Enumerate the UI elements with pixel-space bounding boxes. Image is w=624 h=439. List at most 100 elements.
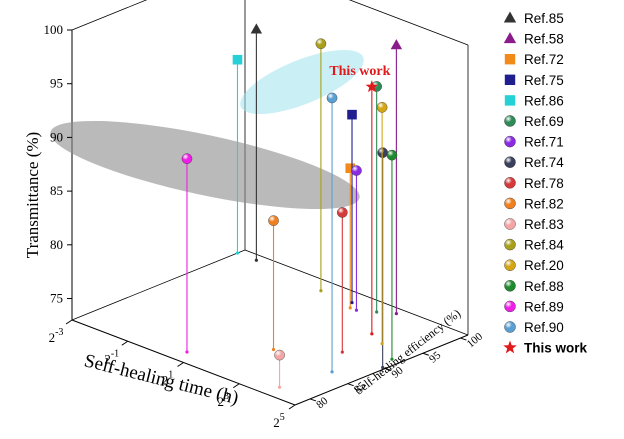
series-ref-85: [250, 23, 263, 262]
legend-label: Ref.86: [524, 93, 564, 108]
gray-ellipse: [50, 120, 360, 210]
z-tick: [309, 398, 317, 402]
series-this-work: [365, 80, 379, 336]
legend-swatch: [504, 197, 516, 210]
z-tick-label: 80: [314, 395, 331, 412]
drop-base: [354, 308, 359, 312]
z-axis-line: [294, 334, 469, 406]
data-point: [250, 23, 263, 34]
legend-label: Ref.78: [524, 176, 564, 191]
data-point: [337, 207, 348, 218]
x-tick-label: 2-3: [49, 327, 64, 345]
data-point: [268, 215, 279, 226]
x-tick: [288, 404, 296, 410]
legend-entry: Ref.69: [504, 114, 564, 129]
series-ref-88: [386, 149, 398, 361]
legend-label: Ref.90: [524, 320, 564, 335]
legend-entry: Ref.90: [504, 320, 564, 335]
legend-swatch: [504, 156, 516, 168]
legend-label: Ref.84: [524, 238, 564, 253]
data-point: [365, 80, 379, 93]
legend-entry: This work: [503, 340, 588, 356]
drop-base: [330, 370, 334, 374]
x-tick-label: 23: [218, 391, 230, 409]
data-point: [345, 163, 356, 174]
legend-swatch: [503, 340, 517, 354]
series-ref-82: [268, 215, 279, 352]
legend-label: Ref.75: [524, 73, 564, 88]
legend-entry: Ref.72: [504, 52, 564, 67]
legend-swatch: [504, 238, 516, 251]
legend-entry: Ref.78: [504, 176, 564, 191]
drop-base: [394, 312, 398, 316]
series-ref-78: [337, 207, 348, 354]
data-point: [386, 149, 398, 161]
legend-entry: Ref.74: [504, 155, 564, 170]
drop-base: [381, 365, 385, 370]
cyan-ellipse: [240, 49, 364, 115]
series-ref-72: [345, 163, 356, 310]
drop-base: [271, 347, 276, 352]
series-ref-90: [326, 92, 338, 374]
legend-entry: Ref.82: [504, 196, 564, 211]
x-tick: [177, 362, 184, 367]
legend-swatch: [504, 177, 516, 189]
legend-entry: Ref.83: [504, 217, 564, 232]
legend-swatch: [504, 259, 516, 271]
this-work-annotation: This work: [329, 64, 390, 79]
legend-swatch: [503, 32, 517, 44]
legend-entry: Ref.75: [504, 73, 564, 88]
legend-swatch: [504, 74, 516, 85]
x-tick-label: 21: [162, 370, 174, 388]
top-left-edge: [71, 0, 148, 31]
data-point: [390, 39, 403, 50]
legend-entry: Ref.88: [504, 279, 564, 294]
data-point: [274, 349, 285, 361]
z-tick-label: 95: [427, 349, 444, 366]
axis-titles: Transmittance (%) Self-healing time (h) …: [23, 64, 463, 409]
series-ref-69: [371, 81, 382, 314]
legend-label: This work: [524, 341, 588, 356]
data-point: [347, 109, 357, 120]
data-point: [181, 153, 193, 164]
x-tick: [232, 383, 240, 389]
legend-entry: Ref.85: [503, 11, 564, 26]
legend-label: Ref.58: [524, 32, 564, 47]
drop-base: [370, 332, 374, 336]
x-tick-label: 25: [273, 412, 285, 430]
legend-label: Ref.88: [524, 279, 564, 294]
legend-swatch: [504, 280, 516, 292]
series-ref-89: [181, 153, 193, 354]
drop-base: [380, 342, 384, 346]
legend-label: Ref.69: [524, 114, 564, 129]
y-tick-label: 80: [50, 237, 63, 252]
series-ref-75: [347, 109, 357, 305]
drop-base: [277, 385, 282, 389]
legend-swatch: [504, 321, 516, 333]
legend-label: Ref.20: [524, 258, 564, 273]
series-ref-74: [377, 147, 388, 370]
legend-label: Ref.71: [524, 135, 564, 150]
legend-entry: Ref.71: [504, 135, 564, 150]
drop-base: [185, 350, 189, 354]
data-point: [232, 54, 243, 65]
z-axis-title: Self-healing efficiency (%): [352, 306, 463, 397]
series-ref-83: [274, 349, 285, 389]
legend-entry: Ref.58: [503, 32, 564, 47]
y-tick-label: 100: [44, 22, 64, 37]
legend-label: Ref.72: [524, 52, 564, 67]
drop-base: [375, 310, 379, 314]
legend-entry: Ref.20: [504, 258, 564, 273]
legend: Ref.85 Ref.58 Ref.72 Ref.75 Ref.86 Ref.69 Ref.…: [503, 11, 588, 356]
series-ref-71: [351, 165, 362, 312]
x-tick: [121, 340, 129, 346]
legend-label: Ref.82: [524, 196, 564, 211]
legend-swatch: [504, 300, 516, 313]
z-back-floor-line: [71, 249, 246, 321]
legend-swatch: [504, 95, 516, 106]
drop-base: [350, 301, 354, 305]
y-tick-label: 95: [50, 76, 63, 91]
legend-swatch: [504, 115, 516, 127]
data-point: [376, 102, 388, 113]
